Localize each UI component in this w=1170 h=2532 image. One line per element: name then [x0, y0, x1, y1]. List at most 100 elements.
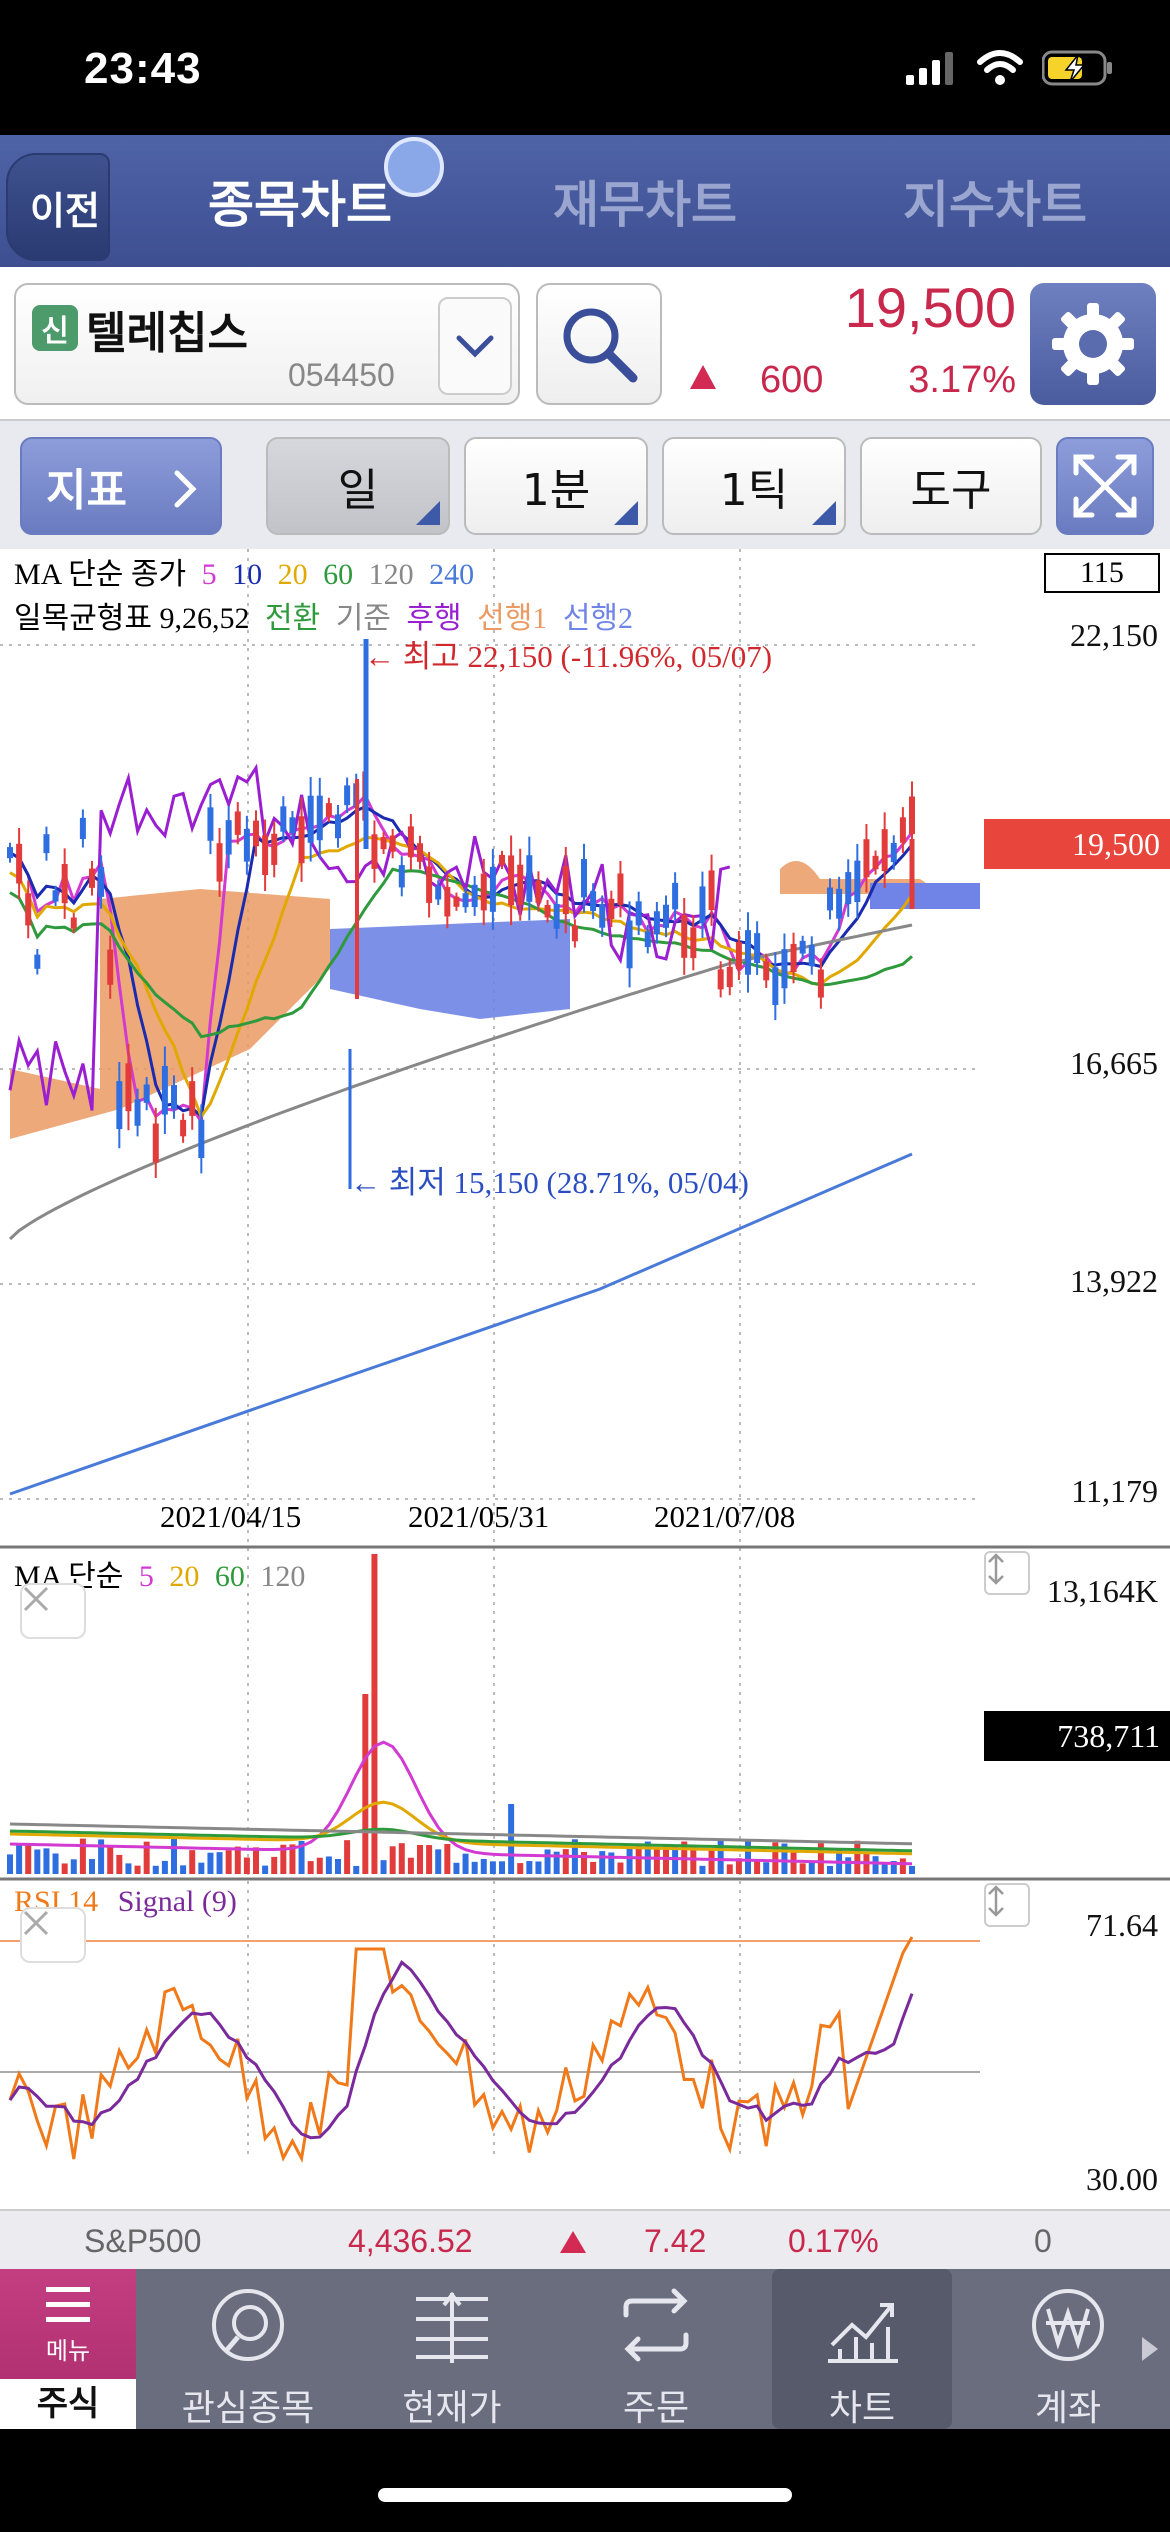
index-ticker-bar[interactable]: S&P500 4,436.52 7.42 0.17% 0 [0, 2209, 1170, 2269]
rsi-signal-label: Signal (9) [117, 1885, 237, 1918]
nav-current-price[interactable]: 현재가 [350, 2269, 554, 2429]
candle-body [881, 829, 888, 872]
volume-bar [61, 1863, 68, 1874]
rsi-signal-line [8, 1959, 914, 2140]
candle-body [143, 1084, 150, 1103]
period-minute-button[interactable]: 1분 [464, 437, 648, 535]
period-day-button[interactable]: 일 [266, 437, 450, 535]
volume-bar [417, 1844, 423, 1874]
candle-body [517, 864, 524, 905]
price-change: 600 [760, 359, 824, 401]
volume-bar [526, 1861, 533, 1874]
ma60-line [9, 867, 913, 1039]
candle-body [763, 961, 770, 981]
volume-bar [152, 1865, 159, 1874]
volume-bar [845, 1857, 852, 1874]
ma60-label: 60 [323, 558, 354, 591]
tab-financial-chart[interactable]: 재무차트 [553, 176, 737, 234]
candle-body [653, 911, 660, 935]
candle-body [499, 854, 505, 866]
volume-bar [316, 1857, 323, 1874]
volume-bar [225, 1850, 232, 1874]
candle-body [325, 803, 332, 817]
stock-dropdown-button[interactable] [438, 297, 512, 395]
close-rsi-panel-button[interactable] [20, 1907, 86, 1963]
ma120-label: 120 [368, 558, 414, 591]
volume-bar [243, 1857, 250, 1874]
stock-selector[interactable]: 신 텔레칩스 054450 [14, 283, 520, 405]
dropdown-corner-icon [812, 501, 836, 525]
ichimoku-legend-prefix: 일목균형표 9,26,52 [14, 602, 250, 635]
date-label: 2021/05/31 [408, 1499, 550, 1534]
header: 이전 종목차트 재무차트 지수차트 [0, 135, 1170, 267]
candle-body [471, 884, 478, 908]
volume-bar [808, 1861, 815, 1874]
nav-chart[interactable]: 차트 [772, 2269, 952, 2429]
rsi-axis-bottom: 30.00 [1086, 2161, 1158, 2197]
resize-icon [988, 1885, 1004, 1917]
volume-bar [453, 1862, 460, 1874]
candle-body [435, 885, 442, 900]
volume-bar [262, 1865, 269, 1874]
volume-bar [872, 1856, 879, 1874]
resize-handle[interactable] [984, 1551, 1030, 1595]
candle-body [316, 795, 323, 841]
vol-ma60-line [9, 1827, 913, 1853]
volume-bar [735, 1858, 742, 1874]
signal-icon [906, 52, 953, 85]
settings-button[interactable] [1030, 283, 1156, 405]
back-button[interactable]: 이전 [6, 153, 110, 261]
volume-bar [489, 1861, 496, 1874]
tab-stock-chart[interactable]: 종목차트 [208, 176, 392, 234]
indicator-button[interactable]: 지표 [20, 437, 222, 535]
volume-bar [362, 1694, 369, 1874]
nav-watchlist[interactable]: 관심종목 [146, 2269, 350, 2429]
candle-body [735, 941, 742, 970]
volume-bar [161, 1860, 168, 1874]
resize-handle[interactable] [984, 1883, 1030, 1927]
low-annotation: ← 최저 15,150 (28.71%, 05/04) [350, 1165, 749, 1200]
candle-body [845, 872, 852, 905]
volume-bar [817, 1843, 824, 1874]
tools-button[interactable]: 도구 [860, 437, 1042, 535]
close-volume-panel-button[interactable] [20, 1583, 86, 1639]
volume-bar [298, 1840, 305, 1874]
won-icon [1032, 2289, 1104, 2361]
fullscreen-button[interactable] [1056, 437, 1154, 535]
battery-charging-icon [1042, 50, 1112, 86]
volume-bar [763, 1862, 770, 1874]
chart-area[interactable]: MA 단순 종가 5 10 20 60 120 240 일목균형표 9,26,5… [0, 549, 1170, 2209]
period-tick-button[interactable]: 1틱 [662, 437, 846, 535]
status-icons [906, 50, 1114, 86]
search-button[interactable] [536, 283, 662, 405]
nav-label: 차트 [828, 2388, 896, 2429]
candle-body [635, 901, 642, 926]
candle-body [726, 966, 733, 988]
candle-body [663, 904, 669, 928]
nav-account[interactable]: 계좌 [966, 2269, 1170, 2429]
stock-info-row: 신 텔레칩스 054450 19,500 600 3.17% [0, 267, 1170, 419]
volume-bar [289, 1844, 296, 1874]
ma5-label: 5 [201, 558, 217, 591]
volume-bar [699, 1865, 706, 1874]
candle-body [253, 820, 259, 847]
volume-bar [216, 1852, 223, 1874]
gear-icon [1052, 303, 1134, 385]
vol-ma120-label: 120 [260, 1560, 306, 1593]
candle-body [644, 931, 651, 948]
candle-body [380, 837, 387, 850]
tab-index-chart[interactable]: 지수차트 [903, 176, 1087, 234]
candle-body [617, 873, 624, 905]
rsi-axis-top: 71.64 [1086, 1907, 1158, 1943]
candle-body [34, 954, 41, 969]
lagging-span-line [8, 763, 731, 1111]
menu-button[interactable]: 메뉴 주식 [0, 2269, 136, 2429]
volume-bar [890, 1860, 897, 1874]
candle-body [280, 806, 287, 832]
volume-bar [325, 1856, 332, 1874]
volume-bar [280, 1844, 287, 1874]
nav-order[interactable]: 주문 [554, 2269, 758, 2429]
order-icon [623, 2288, 689, 2362]
candle-body [817, 969, 824, 998]
clock: 23:43 [84, 44, 202, 93]
